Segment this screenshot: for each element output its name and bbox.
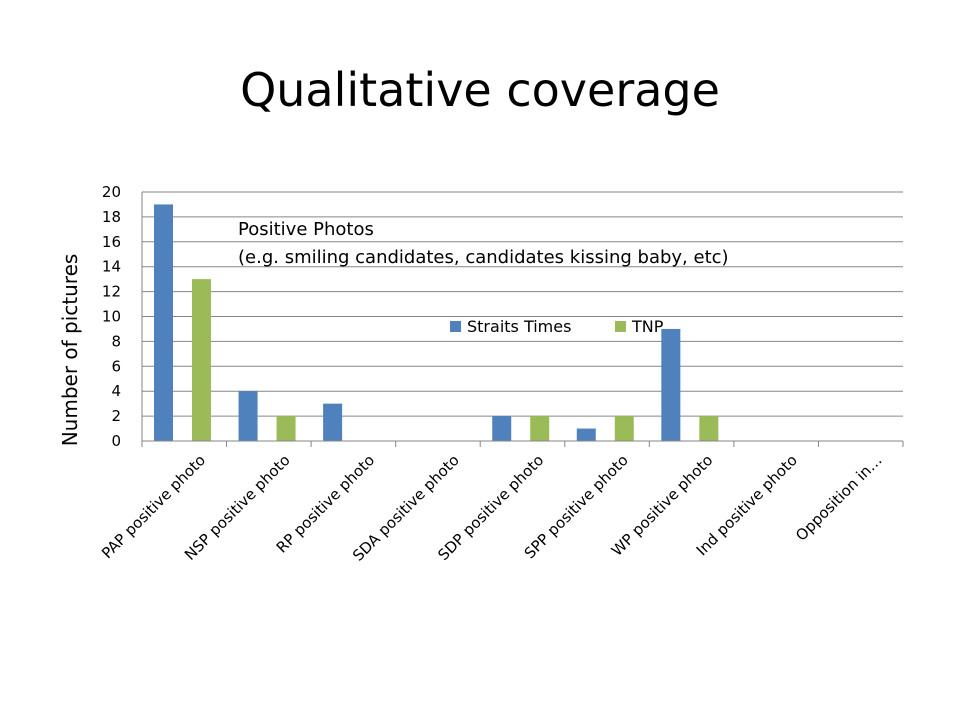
bar-straits-times	[323, 403, 343, 441]
slide-title: Qualitative coverage	[240, 63, 720, 117]
annotation-line: Positive Photos	[238, 219, 374, 240]
y-tick-labels: 0 2 4 6 8 10 12 14 16 18 20	[102, 183, 121, 450]
annotation: Positive Photos (e.g. smiling candidates,…	[238, 219, 729, 268]
y-tick-label: 18	[102, 208, 121, 226]
gridlines	[141, 191, 904, 447]
y-tick-label: 0	[111, 432, 121, 450]
bar-tnp	[699, 416, 719, 441]
annotation-line: (e.g. smiling candidates, candidates kis…	[238, 247, 729, 268]
y-tick-label: 16	[102, 233, 121, 251]
y-tick-label: 20	[102, 183, 121, 201]
y-tick-label: 4	[111, 382, 121, 400]
bar-straits-times	[661, 328, 681, 441]
y-tick-label: 12	[102, 283, 121, 301]
y-axis-label: Number of pictures	[58, 254, 82, 447]
legend-label: Straits Times	[467, 317, 571, 336]
y-tick-label: 14	[102, 258, 121, 276]
bar-tnp	[276, 416, 296, 441]
legend-swatch	[450, 321, 461, 332]
legend-label: TNP	[631, 317, 664, 336]
category-label: Opposition in…	[792, 451, 885, 544]
bar-tnp	[530, 416, 550, 441]
y-tick-label: 10	[102, 308, 121, 326]
bars	[154, 204, 719, 441]
bar-straits-times	[576, 428, 596, 441]
y-tick-label: 6	[111, 357, 121, 375]
y-tick-label: 8	[111, 332, 121, 350]
legend-swatch	[615, 321, 626, 332]
y-tick-label: 2	[111, 407, 121, 425]
legend: Straits Times TNP	[450, 317, 664, 336]
bar-straits-times	[238, 391, 258, 441]
bar-straits-times	[492, 416, 512, 441]
bar-tnp	[192, 279, 211, 441]
bar-straits-times	[154, 204, 173, 441]
bar-tnp	[614, 416, 634, 441]
